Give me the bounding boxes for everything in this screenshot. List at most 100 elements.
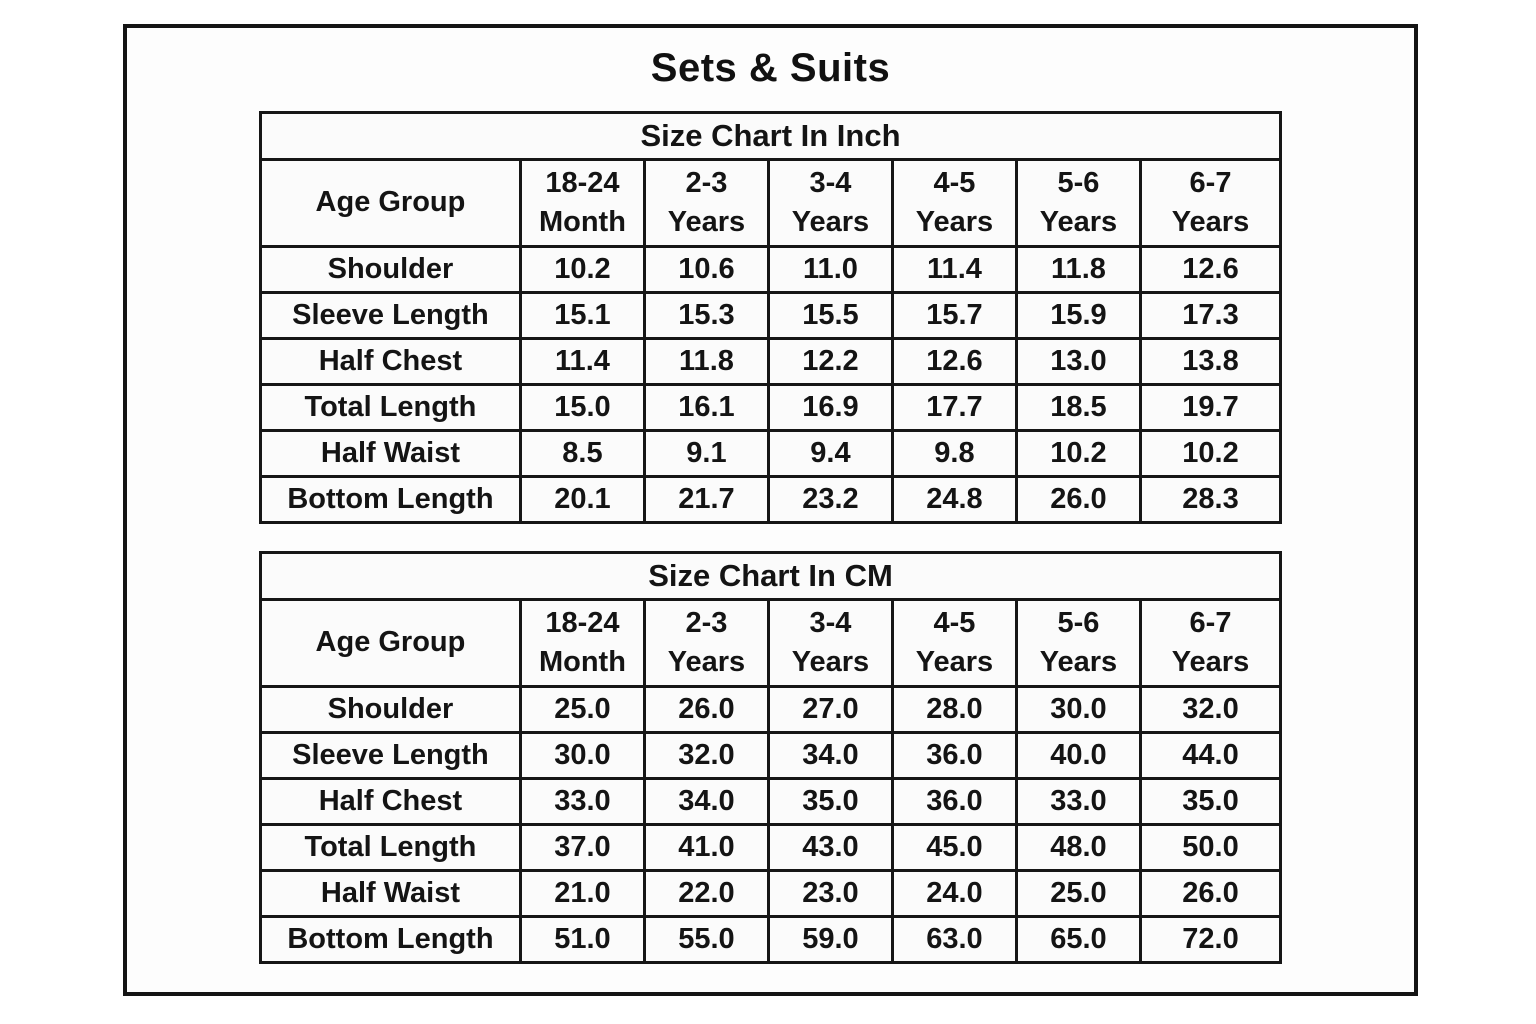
row-label: Shoulder (258, 685, 522, 734)
column-header-line2: Years (791, 206, 870, 238)
value-cell: 15.5 (766, 291, 894, 340)
value-cell: 65.0 (1014, 915, 1142, 964)
table-row: Half Waist 8.5 9.1 9.4 9.8 10.2 10.2 (258, 429, 1283, 478)
value-cell: 10.2 (1138, 429, 1283, 478)
table-title-row: Size Chart In CM (258, 551, 1283, 601)
size-chart-cm-table: Size Chart In CM Age Group 18-24 Month 2… (258, 551, 1283, 964)
table-row: Total Length 37.0 41.0 43.0 45.0 48.0 50… (258, 823, 1283, 872)
value-cell: 23.2 (766, 475, 894, 524)
value-cell: 21.7 (642, 475, 770, 524)
column-header-line2: Years (915, 206, 994, 238)
value-cell: 41.0 (642, 823, 770, 872)
table-row: Bottom Length 20.1 21.7 23.2 24.8 26.0 2… (258, 475, 1283, 524)
column-header-line1: 2-3 (685, 606, 728, 639)
column-header-line1: 2-3 (685, 166, 728, 199)
column-header-line2: Years (1039, 206, 1118, 238)
value-cell: 12.6 (890, 337, 1018, 386)
value-cell: 11.8 (642, 337, 770, 386)
value-cell: 24.8 (890, 475, 1018, 524)
table-header-row: Age Group 18-24 Month 2-3 Years 3-4 Year… (258, 158, 1283, 248)
value-cell: 23.0 (766, 869, 894, 918)
row-label: Shoulder (258, 245, 522, 294)
column-header-line1: 4-5 (933, 166, 976, 199)
value-cell: 35.0 (766, 777, 894, 826)
value-cell: 10.2 (518, 245, 646, 294)
table-row: Half Chest 11.4 11.8 12.2 12.6 13.0 13.8 (258, 337, 1283, 386)
table-title: Size Chart In CM (258, 551, 1283, 601)
column-header-line2: Years (915, 646, 994, 678)
value-cell: 28.3 (1138, 475, 1283, 524)
row-label: Half Chest (258, 337, 522, 386)
row-label: Half Chest (258, 777, 522, 826)
table-row: Sleeve Length 30.0 32.0 34.0 36.0 40.0 4… (258, 731, 1283, 780)
table-title-row: Size Chart In Inch (258, 111, 1283, 161)
value-cell: 18.5 (1014, 383, 1142, 432)
value-cell: 72.0 (1138, 915, 1283, 964)
column-header: 3-4 Years (766, 598, 894, 688)
value-cell: 27.0 (766, 685, 894, 734)
row-label: Half Waist (258, 429, 522, 478)
value-cell: 32.0 (1138, 685, 1283, 734)
value-cell: 15.0 (518, 383, 646, 432)
table-row: Shoulder 10.2 10.6 11.0 11.4 11.8 12.6 (258, 245, 1283, 294)
row-label: Total Length (258, 383, 522, 432)
outer-frame: Sets & Suits Size Chart In Inch Age Grou… (123, 24, 1418, 996)
column-header: 3-4 Years (766, 158, 894, 248)
table-row: Bottom Length 51.0 55.0 59.0 63.0 65.0 7… (258, 915, 1283, 964)
value-cell: 15.3 (642, 291, 770, 340)
table-title: Size Chart In Inch (258, 111, 1283, 161)
value-cell: 33.0 (1014, 777, 1142, 826)
value-cell: 37.0 (518, 823, 646, 872)
column-header-line2: Years (667, 646, 746, 678)
column-header-line1: 4-5 (933, 606, 976, 639)
column-header: 4-5 Years (890, 598, 1018, 688)
row-label: Sleeve Length (258, 291, 522, 340)
table-row: Half Chest 33.0 34.0 35.0 36.0 33.0 35.0 (258, 777, 1283, 826)
value-cell: 12.6 (1138, 245, 1283, 294)
value-cell: 30.0 (1014, 685, 1142, 734)
value-cell: 28.0 (890, 685, 1018, 734)
row-label: Bottom Length (258, 915, 522, 964)
column-header-line2: Years (667, 206, 746, 238)
value-cell: 26.0 (1014, 475, 1142, 524)
value-cell: 11.8 (1014, 245, 1142, 294)
value-cell: 15.9 (1014, 291, 1142, 340)
value-cell: 16.9 (766, 383, 894, 432)
table-row: Total Length 15.0 16.1 16.9 17.7 18.5 19… (258, 383, 1283, 432)
value-cell: 15.7 (890, 291, 1018, 340)
value-cell: 9.4 (766, 429, 894, 478)
age-group-header: Age Group (258, 598, 522, 688)
column-header-line1: 18-24 (545, 166, 620, 199)
value-cell: 50.0 (1138, 823, 1283, 872)
column-header: 5-6 Years (1014, 598, 1142, 688)
value-cell: 16.1 (642, 383, 770, 432)
row-label: Bottom Length (258, 475, 522, 524)
column-header-line1: 6-7 (1189, 606, 1232, 639)
column-header-line2: Years (1039, 646, 1118, 678)
value-cell: 40.0 (1014, 731, 1142, 780)
value-cell: 45.0 (890, 823, 1018, 872)
value-cell: 13.8 (1138, 337, 1283, 386)
column-header: 4-5 Years (890, 158, 1018, 248)
value-cell: 11.4 (890, 245, 1018, 294)
value-cell: 19.7 (1138, 383, 1283, 432)
value-cell: 48.0 (1014, 823, 1142, 872)
value-cell: 26.0 (642, 685, 770, 734)
value-cell: 25.0 (518, 685, 646, 734)
value-cell: 17.7 (890, 383, 1018, 432)
column-header-line1: 5-6 (1057, 166, 1100, 199)
value-cell: 35.0 (1138, 777, 1283, 826)
column-header-line2: Month (538, 206, 626, 238)
age-group-header: Age Group (258, 158, 522, 248)
column-header-line2: Years (791, 646, 870, 678)
column-header-line2: Month (538, 646, 626, 678)
table-row: Sleeve Length 15.1 15.3 15.5 15.7 15.9 1… (258, 291, 1283, 340)
value-cell: 11.0 (766, 245, 894, 294)
value-cell: 36.0 (890, 731, 1018, 780)
column-header: 2-3 Years (642, 598, 770, 688)
table-header-row: Age Group 18-24 Month 2-3 Years 3-4 Year… (258, 598, 1283, 688)
value-cell: 13.0 (1014, 337, 1142, 386)
value-cell: 15.1 (518, 291, 646, 340)
column-header-line2: Years (1171, 206, 1250, 238)
value-cell: 8.5 (518, 429, 646, 478)
